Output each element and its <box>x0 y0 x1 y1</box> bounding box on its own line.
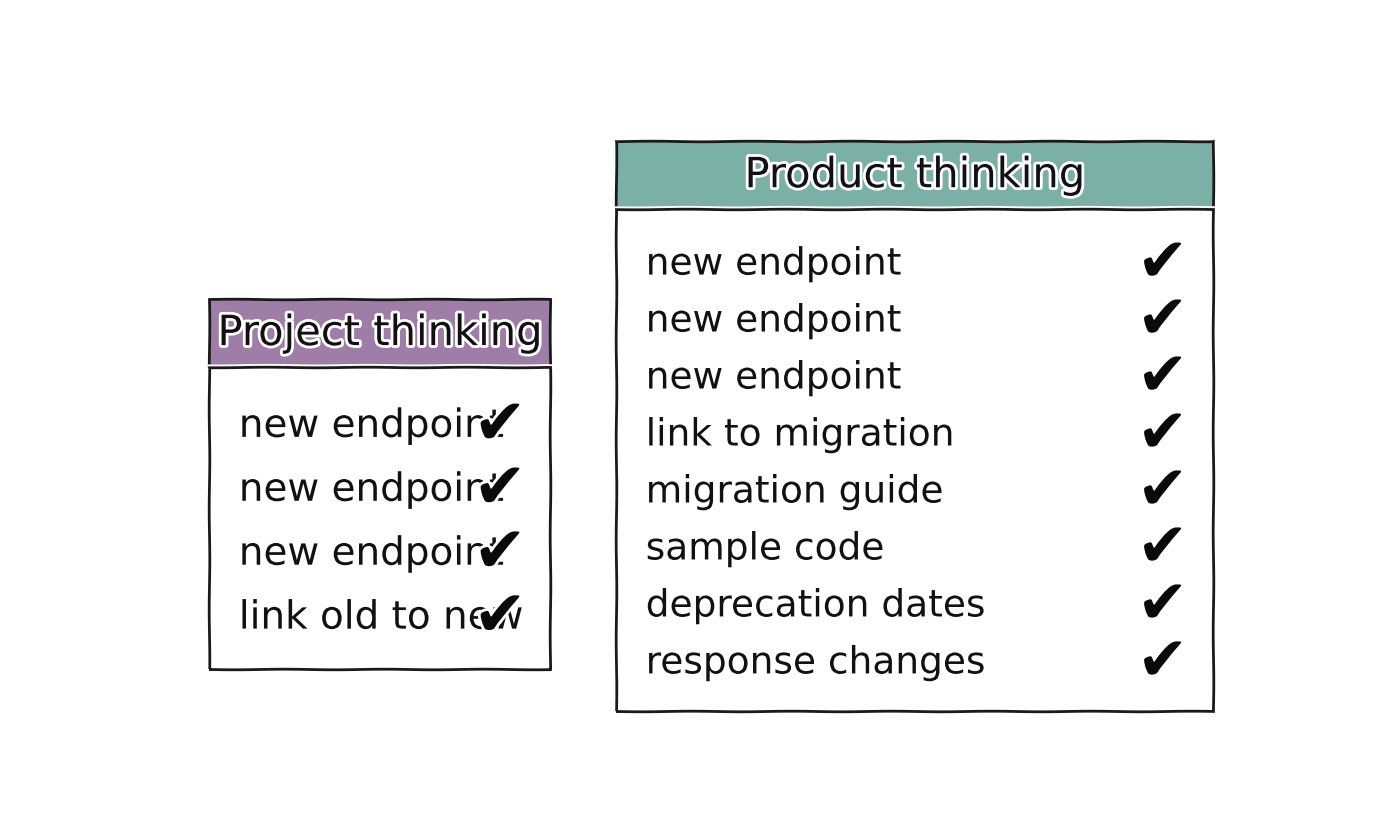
FancyBboxPatch shape <box>616 210 1213 711</box>
Text: response changes: response changes <box>646 645 986 681</box>
Text: ✔: ✔ <box>1136 520 1188 579</box>
Text: Project thinking: Project thinking <box>218 312 542 354</box>
Text: link to migration: link to migration <box>646 417 953 453</box>
Text: new endpoint: new endpoint <box>646 360 900 396</box>
Text: sample code: sample code <box>646 531 885 567</box>
Text: ✔: ✔ <box>473 395 526 457</box>
FancyBboxPatch shape <box>209 299 550 367</box>
Text: ✔: ✔ <box>1136 577 1188 636</box>
Text: ✔: ✔ <box>1136 634 1188 693</box>
Text: ✔: ✔ <box>1136 235 1188 294</box>
Text: ✔: ✔ <box>473 458 526 520</box>
Text: ✔: ✔ <box>1136 292 1188 351</box>
FancyBboxPatch shape <box>616 142 1213 210</box>
Text: ✔: ✔ <box>1136 406 1188 465</box>
Text: Product thinking: Product thinking <box>744 154 1085 196</box>
FancyBboxPatch shape <box>209 367 550 669</box>
Text: ✔: ✔ <box>473 587 526 649</box>
Text: new endpoint: new endpoint <box>239 407 504 445</box>
Text: new endpoint: new endpoint <box>646 303 900 339</box>
Text: new endpoint: new endpoint <box>239 471 504 509</box>
Text: ✔: ✔ <box>1136 463 1188 522</box>
Text: new endpoint: new endpoint <box>239 535 504 572</box>
Text: new endpoint: new endpoint <box>646 246 900 282</box>
Text: migration guide: migration guide <box>646 474 944 510</box>
Text: ✔: ✔ <box>1136 349 1188 408</box>
Text: deprecation dates: deprecation dates <box>646 588 986 624</box>
Text: link old to new: link old to new <box>239 598 522 637</box>
Text: ✔: ✔ <box>473 523 526 585</box>
